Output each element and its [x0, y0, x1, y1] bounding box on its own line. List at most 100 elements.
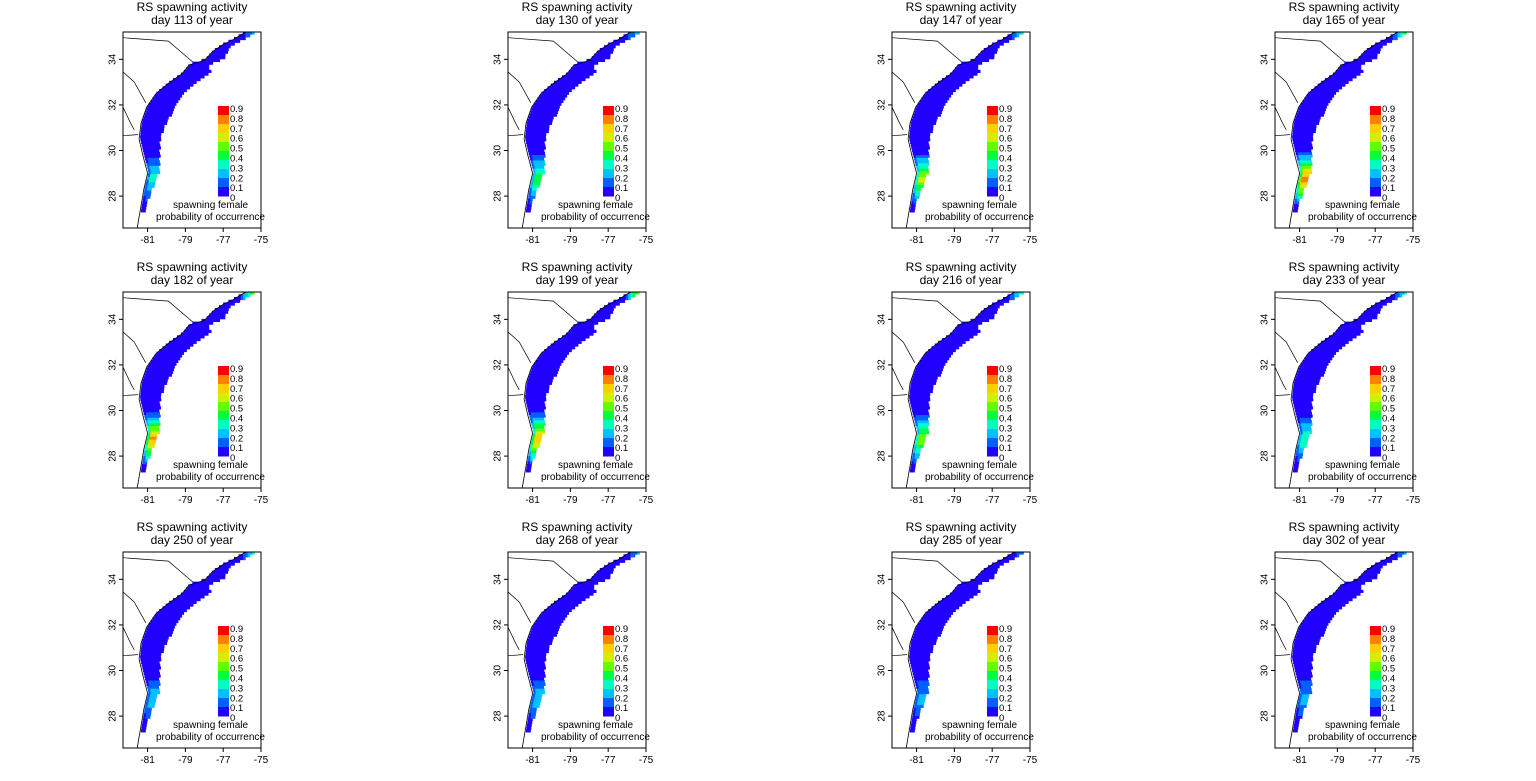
y-tick-label: 32 — [108, 619, 119, 631]
habitat-cell — [577, 324, 581, 328]
habitat-cell — [948, 94, 952, 98]
habitat-cell — [1334, 346, 1338, 350]
state-border — [1274, 331, 1299, 363]
habitat-cell — [989, 316, 992, 320]
habitat-cell — [141, 403, 145, 407]
habitat-cell — [528, 376, 532, 380]
habitat-cell — [543, 110, 547, 114]
habitat-cell — [146, 187, 150, 191]
legend-tick-label: 0.7 — [1382, 384, 1395, 395]
habitat-cell — [944, 88, 947, 93]
habitat-cell — [530, 376, 534, 380]
habitat-cell — [1351, 75, 1355, 79]
habitat-cell — [1297, 124, 1301, 128]
habitat-cell — [1310, 119, 1313, 123]
habitat-cell — [149, 409, 153, 413]
habitat-cell — [617, 302, 620, 306]
habitat-cell — [1342, 327, 1346, 331]
habitat-cell — [144, 403, 147, 407]
habitat-cell — [1295, 466, 1299, 470]
habitat-cell — [232, 42, 235, 46]
habitat-cell — [934, 91, 938, 95]
habitat-cell — [924, 108, 928, 112]
habitat-cell — [163, 611, 166, 615]
habitat-cell — [538, 406, 542, 410]
legend-tick-label: 0.7 — [999, 384, 1012, 395]
habitat-cell — [160, 625, 164, 629]
habitat-cell — [928, 376, 931, 380]
habitat-cell — [162, 368, 165, 372]
habitat-cell — [243, 34, 246, 38]
habitat-cell — [196, 321, 200, 325]
habitat-cell — [144, 381, 147, 385]
habitat-cell — [188, 75, 191, 79]
habitat-cell — [1336, 338, 1339, 342]
habitat-cell — [528, 195, 531, 199]
habitat-cell — [150, 420, 154, 424]
habitat-cell — [1395, 34, 1398, 38]
habitat-cell — [1301, 370, 1305, 374]
habitat-cell — [1308, 409, 1312, 413]
habitat-cell — [570, 332, 574, 336]
habitat-cell — [1318, 348, 1321, 353]
habitat-cell — [569, 338, 572, 342]
habitat-cell — [184, 340, 188, 344]
habitat-cell — [190, 587, 194, 591]
habitat-cell — [1297, 409, 1300, 413]
habitat-cell — [161, 376, 165, 380]
habitat-cell — [914, 409, 917, 413]
habitat-cell — [1300, 420, 1303, 424]
habitat-cell — [216, 313, 219, 317]
habitat-cell — [144, 187, 148, 191]
habitat-cell — [584, 321, 587, 325]
habitat-cell — [571, 67, 574, 71]
habitat-cell — [159, 127, 162, 131]
habitat-cell — [148, 710, 152, 714]
habitat-cell — [143, 452, 147, 457]
habitat-cell — [172, 365, 175, 369]
habitat-cell — [564, 351, 567, 355]
habitat-cell — [1307, 431, 1310, 435]
habitat-cell — [572, 340, 575, 344]
habitat-cell — [558, 362, 562, 366]
habitat-cell — [150, 368, 154, 372]
habitat-cell — [182, 78, 185, 82]
habitat-cell — [951, 86, 955, 90]
habitat-cell — [594, 313, 597, 317]
habitat-cell — [588, 61, 592, 65]
y-tick-label: 32 — [1260, 99, 1271, 111]
habitat-cell — [158, 392, 162, 396]
habitat-cell — [162, 381, 165, 385]
habitat-cell — [163, 97, 167, 101]
habitat-cell — [154, 376, 158, 380]
habitat-cell — [1295, 195, 1298, 199]
legend-label: probability of occurrence — [156, 472, 265, 483]
habitat-cell — [916, 425, 919, 429]
habitat-cell — [196, 581, 200, 585]
habitat-cell — [957, 75, 960, 79]
habitat-cell — [1297, 444, 1300, 448]
habitat-cell — [913, 395, 917, 399]
habitat-cell — [169, 365, 173, 369]
habitat-cell — [929, 119, 933, 123]
habitat-cell — [1370, 50, 1374, 54]
habitat-cell — [1307, 171, 1310, 175]
habitat-cell — [146, 143, 149, 147]
habitat-cell — [994, 45, 998, 49]
habitat-cell — [148, 420, 151, 424]
habitat-cell — [929, 351, 933, 355]
habitat-cell — [939, 88, 943, 93]
habitat-cell — [571, 75, 574, 79]
habitat-cell — [535, 400, 538, 405]
legend-swatch — [603, 151, 614, 161]
habitat-cell — [608, 305, 612, 309]
habitat-cell — [195, 584, 198, 588]
habitat-cell — [554, 102, 557, 106]
habitat-cell — [1300, 179, 1304, 183]
habitat-cell — [186, 78, 190, 82]
habitat-cell — [1329, 83, 1332, 87]
habitat-cell — [187, 86, 191, 90]
habitat-cell — [159, 628, 163, 632]
